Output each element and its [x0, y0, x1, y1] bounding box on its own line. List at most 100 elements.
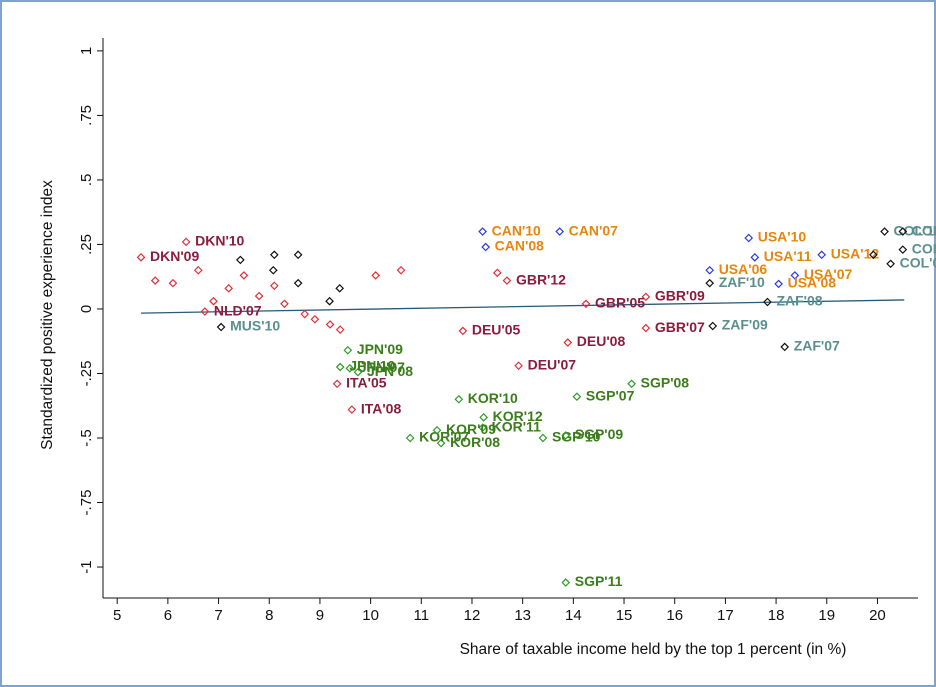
point-label: SGP'11: [575, 573, 623, 589]
point-label: JPN'10: [349, 358, 395, 374]
x-tick-label: 16: [666, 607, 683, 624]
point-label: USA'07: [804, 266, 853, 282]
point-label: DKN'09: [150, 248, 199, 264]
point: [280, 299, 289, 309]
point-label: SGP'07: [586, 387, 635, 403]
point: [269, 281, 279, 291]
point: [458, 326, 468, 336]
point-label: NLD'07: [214, 302, 262, 318]
point: [345, 363, 355, 373]
x-tick-label: 11: [414, 607, 430, 624]
y-tick-label: -1: [78, 560, 95, 573]
point-label: COL'11: [912, 240, 936, 256]
point-label: SGP'09: [575, 426, 624, 442]
point: [347, 405, 357, 414]
point: [335, 283, 345, 293]
point: [293, 250, 303, 260]
point-label: COL'12: [912, 222, 936, 238]
point-label: KOR'08: [450, 434, 500, 450]
point: [371, 271, 381, 280]
point: [216, 322, 226, 332]
point-label: KOR'10: [468, 390, 518, 406]
point: [750, 253, 760, 262]
x-tick-label: 10: [362, 607, 379, 624]
point: [454, 394, 464, 404]
point: [353, 367, 363, 377]
point: [478, 423, 487, 433]
point: [898, 227, 908, 236]
x-tick-label: 6: [164, 607, 172, 624]
point: [555, 227, 565, 236]
point-label: JPN'08: [367, 363, 413, 379]
point-label: ZAF'08: [776, 293, 822, 309]
point-label: MUS'10: [230, 318, 280, 334]
point: [641, 323, 651, 333]
point: [817, 250, 827, 260]
x-tick-label: 15: [616, 607, 633, 624]
point-label: KOR'07: [419, 429, 469, 445]
point: [705, 265, 715, 275]
point: [886, 259, 895, 269]
point: [780, 342, 790, 352]
fit-line: [141, 299, 905, 314]
point-label: GBR'07: [655, 319, 705, 335]
x-tick-label: 12: [464, 607, 481, 624]
point-label: KOR'09: [446, 421, 496, 437]
point: [254, 291, 264, 301]
x-tick-label: 13: [514, 607, 531, 624]
x-tick-label: 8: [265, 607, 273, 624]
point-label: SGP'10: [552, 429, 601, 445]
point-label: DEU'08: [577, 333, 626, 349]
point: [572, 392, 582, 402]
x-tick-label: 5: [113, 607, 121, 624]
y-tick-label: -.75: [78, 490, 95, 516]
point: [136, 253, 146, 262]
point: [708, 321, 718, 331]
x-tick-label: 17: [717, 607, 734, 624]
point: [200, 307, 210, 316]
point-label: USA'10: [758, 229, 807, 245]
point: [343, 345, 353, 355]
point-label: GBR'09: [655, 288, 705, 304]
point: [335, 362, 345, 372]
point: [898, 245, 908, 254]
point-label: ZAF'07: [794, 338, 840, 354]
point-label: CAN'08: [495, 238, 544, 254]
point-label: ZAF'10: [719, 274, 765, 290]
y-tick-label: .75: [78, 105, 95, 126]
point: [502, 276, 512, 285]
x-axis-title: Share of taxable income held by the top …: [460, 641, 847, 658]
point: [641, 292, 651, 302]
point: [790, 271, 800, 280]
point-label: DKN'10: [195, 233, 244, 249]
point: [705, 278, 715, 288]
point-label: SGP'08: [641, 375, 690, 391]
point: [514, 361, 523, 371]
point-label: KOR'12: [493, 408, 543, 424]
point: [325, 296, 334, 306]
point: [538, 433, 548, 443]
point: [561, 431, 571, 440]
point-label: ZAF'09: [722, 317, 768, 333]
y-tick-label: 1: [78, 47, 95, 55]
point-label: CAN'10: [492, 222, 541, 238]
point: [310, 314, 320, 324]
point: [168, 278, 178, 288]
y-tick-label: -.5: [78, 429, 95, 447]
point: [396, 265, 406, 275]
point: [335, 325, 345, 334]
point-label: GBR'12: [516, 271, 566, 287]
x-tick-label: 9: [316, 607, 324, 624]
point: [236, 255, 245, 265]
point: [239, 271, 249, 280]
point-label: JPN'09: [357, 341, 403, 357]
point: [181, 237, 191, 247]
point: [300, 309, 310, 319]
point-label: DEU'05: [472, 322, 521, 338]
point: [224, 283, 234, 293]
point: [269, 250, 279, 260]
point-label: CAN'07: [569, 222, 618, 238]
point: [478, 227, 487, 236]
